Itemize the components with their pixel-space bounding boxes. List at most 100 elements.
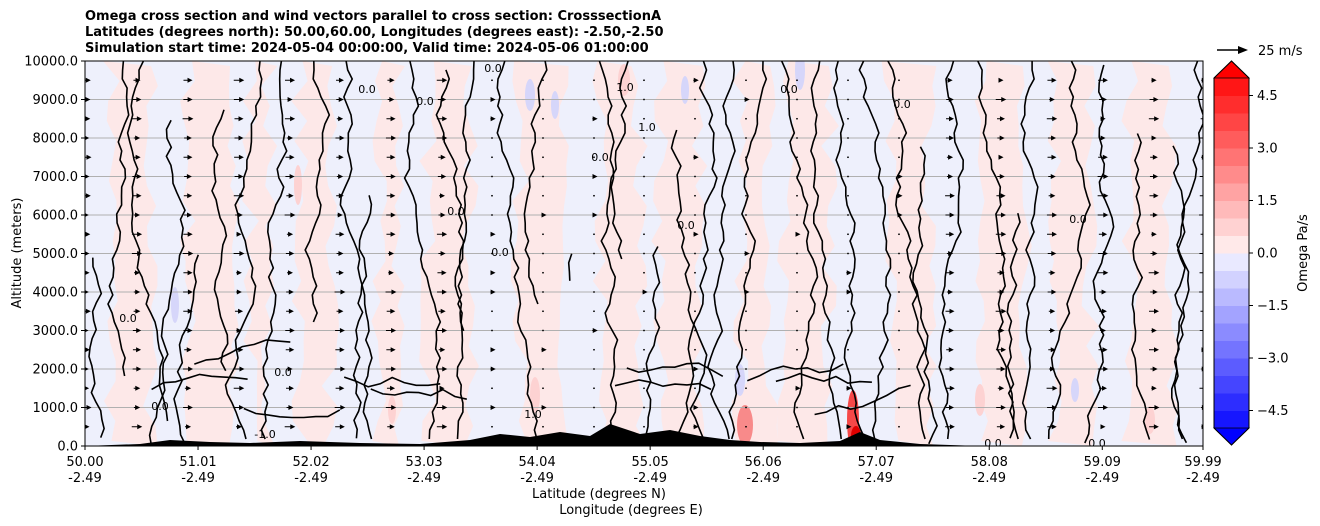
wind-vector	[847, 348, 849, 351]
wind-vector	[745, 348, 747, 351]
wind-vector-head	[290, 424, 296, 430]
x-tick-label-lon: -2.49	[520, 471, 554, 486]
wind-vector-head	[949, 424, 955, 430]
wind-vector	[593, 348, 595, 351]
wind-vector-head	[238, 154, 244, 160]
wind-vector-head	[237, 424, 243, 430]
wind-vector-head	[490, 270, 496, 276]
negative-blob	[681, 76, 689, 104]
wind-vector-head	[339, 424, 345, 430]
contour-label: 1.0	[524, 408, 542, 421]
wind-vector	[796, 329, 798, 332]
wind-vector-head	[442, 424, 448, 430]
wind-vector-head	[186, 174, 192, 179]
wind-vector-head	[289, 347, 295, 353]
colorbar-extend-min	[1213, 427, 1250, 446]
wind-vector-head	[897, 212, 903, 218]
wind-vector	[542, 137, 544, 139]
wind-vector	[593, 387, 595, 390]
wind-vector-head	[136, 366, 142, 372]
colorbar-segment	[1214, 148, 1249, 166]
wind-vector	[491, 252, 493, 255]
wind-vector-head	[136, 193, 142, 199]
wind-vector-head	[85, 367, 89, 371]
wind-vector-head	[338, 116, 344, 122]
wind-vector	[593, 291, 595, 293]
x-tick-label-lat: 57.07	[858, 455, 895, 470]
contour-line	[1047, 61, 1091, 440]
wind-vector-head	[440, 308, 446, 314]
contour-line	[746, 363, 844, 382]
wind-vector-head	[846, 289, 852, 295]
wind-vector-head	[238, 308, 244, 314]
wind-vector-head	[439, 385, 445, 391]
colorbar-segment	[1214, 183, 1249, 201]
wind-vector-head	[897, 193, 903, 199]
y-tick-label: 2000.0	[33, 363, 79, 378]
wind-vector-head	[338, 251, 344, 256]
contour-label: 0.0	[447, 205, 465, 218]
wind-vector	[898, 310, 900, 313]
wind-vector	[745, 329, 747, 332]
wind-vector	[643, 425, 645, 428]
wind-vector-head	[389, 77, 395, 83]
wind-vector-head	[187, 77, 193, 83]
wind-vector-head	[186, 135, 192, 141]
wind-vector	[542, 368, 544, 370]
quiver-key-label: 25 m/s	[1258, 44, 1303, 59]
wind-vector-head	[949, 212, 955, 218]
wind-vector	[694, 252, 696, 255]
colorbar-segment	[1214, 253, 1249, 271]
contour-label: 0.0	[119, 312, 137, 325]
contour-line	[224, 61, 263, 440]
wind-vector	[898, 387, 900, 390]
negative-blob	[525, 79, 535, 111]
wind-vector	[796, 252, 798, 255]
wind-vector	[796, 79, 798, 82]
wind-vector-head	[85, 174, 90, 179]
wind-vector	[796, 425, 798, 428]
chart-title: Omega cross section and wind vectors par…	[85, 9, 664, 57]
contour-line	[148, 119, 186, 445]
terrain-profile	[85, 424, 1203, 446]
contour-line	[370, 388, 467, 400]
wind-vector-head	[390, 193, 396, 199]
wind-vector-head	[1153, 174, 1159, 179]
wind-vector-head	[441, 289, 447, 295]
contour-line	[194, 339, 291, 365]
wind-vector	[745, 406, 747, 409]
wind-vector-head	[289, 251, 295, 256]
wind-vector-head	[85, 135, 90, 141]
wind-vector-head	[136, 328, 142, 333]
wind-vector-head	[1102, 231, 1108, 237]
wind-vector-head	[1204, 97, 1209, 102]
colorbar-tick-label: 1.5	[1257, 194, 1278, 209]
x-tick-label-lon: -2.49	[1186, 471, 1220, 486]
wind-vector-head	[238, 174, 244, 179]
wind-vector	[694, 175, 696, 178]
x-tick-label-lat: 52.02	[292, 455, 329, 470]
wind-vector	[796, 137, 798, 139]
wind-vector	[847, 156, 849, 159]
wind-vector-head	[135, 405, 141, 410]
wind-vector	[542, 291, 544, 293]
wind-vector-head	[1154, 116, 1160, 122]
wind-vector-head	[948, 174, 954, 179]
wind-vector-head	[1103, 366, 1109, 372]
wind-vector-head	[947, 77, 953, 83]
wind-vector	[745, 425, 747, 428]
wind-vector	[542, 252, 544, 255]
wind-vector	[643, 194, 645, 197]
colorbar-segment	[1214, 200, 1249, 219]
wind-vector-head	[442, 328, 448, 333]
x-tick-label-lon: -2.49	[1085, 471, 1119, 486]
wind-vector-head	[340, 405, 346, 410]
wind-vector-head	[1103, 405, 1109, 410]
contour-line	[598, 61, 623, 260]
positive-blob	[975, 384, 985, 416]
wind-vector-head	[135, 385, 141, 391]
wind-vector-head	[390, 154, 396, 160]
contour-line	[88, 257, 105, 438]
wind-vector	[847, 214, 849, 216]
wind-vector-head	[1204, 213, 1209, 218]
